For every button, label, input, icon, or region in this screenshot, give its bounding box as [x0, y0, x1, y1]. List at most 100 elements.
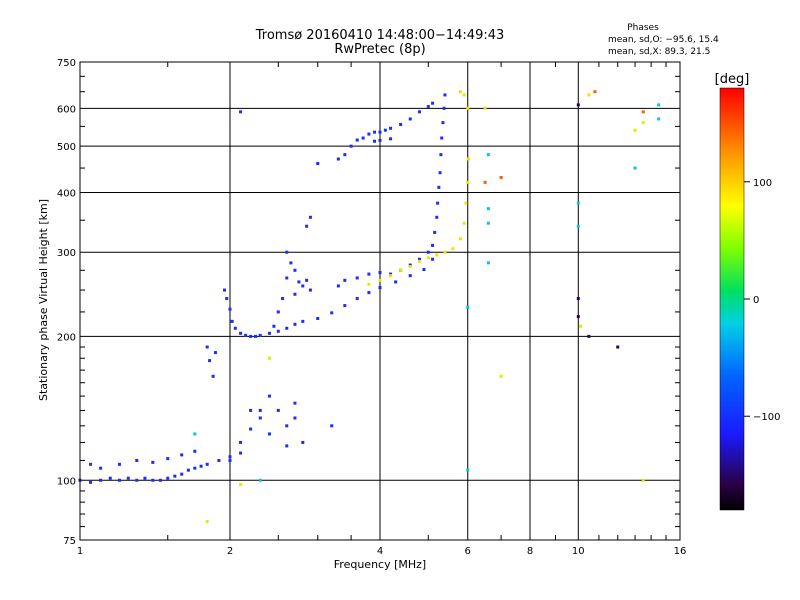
y-tick-label: 300: [57, 248, 76, 259]
data-point: [135, 458, 139, 462]
data-point: [408, 117, 412, 121]
data-point: [211, 374, 215, 378]
x-tick-label: 8: [527, 546, 533, 557]
data-point: [253, 334, 257, 338]
data-point: [389, 137, 393, 141]
data-point: [367, 132, 371, 136]
data-point: [285, 250, 289, 254]
data-point: [578, 324, 582, 328]
data-point: [276, 329, 280, 333]
data-point: [166, 457, 170, 461]
data-point: [394, 280, 398, 284]
data-point: [330, 424, 334, 428]
data-point: [426, 105, 430, 109]
data-point: [305, 278, 309, 282]
data-point: [483, 106, 487, 110]
data-point: [389, 126, 393, 130]
data-point: [193, 449, 197, 453]
data-point: [330, 311, 334, 315]
data-point: [462, 93, 466, 97]
data-point: [641, 478, 645, 482]
data-point: [239, 440, 243, 444]
x-tick-label: 10: [572, 546, 585, 557]
data-point: [249, 427, 253, 431]
data-point: [367, 291, 371, 295]
data-point: [228, 458, 232, 462]
data-point: [486, 207, 490, 211]
data-point: [267, 356, 271, 360]
data-point: [466, 106, 470, 110]
data-point: [308, 215, 312, 219]
data-point: [151, 460, 155, 464]
data-point: [438, 171, 442, 175]
data-point: [297, 280, 301, 284]
data-point: [576, 103, 580, 107]
data-point: [193, 466, 197, 470]
data-point: [205, 519, 209, 523]
data-point: [285, 424, 289, 428]
data-point: [458, 90, 462, 94]
data-point: [633, 128, 637, 132]
data-point: [173, 474, 177, 478]
data-point: [158, 478, 162, 482]
data-point: [205, 462, 209, 466]
data-point: [343, 153, 347, 157]
data-point: [367, 272, 371, 276]
colorbar-tick-label: 100: [753, 178, 772, 189]
data-point: [336, 284, 340, 288]
data-point: [258, 478, 262, 482]
data-point: [166, 476, 170, 480]
data-point: [466, 157, 470, 161]
colorbar-tick-label: −100: [753, 412, 780, 423]
data-point: [367, 282, 371, 286]
data-point: [373, 130, 377, 134]
data-point: [408, 265, 412, 269]
data-point: [464, 201, 468, 205]
data-point: [417, 110, 421, 114]
data-point: [466, 468, 470, 472]
data-point: [223, 288, 227, 292]
data-point: [267, 331, 271, 335]
data-point: [576, 224, 580, 228]
data-points: [78, 90, 661, 523]
data-point: [301, 284, 305, 288]
x-tick-label: 6: [465, 546, 471, 557]
grid-lines: [80, 62, 680, 540]
data-point: [373, 139, 377, 143]
data-point: [442, 106, 446, 110]
data-point: [293, 322, 297, 326]
data-point: [641, 121, 645, 125]
data-point: [293, 416, 297, 420]
data-point: [316, 161, 320, 165]
x-tick-label: 4: [377, 546, 383, 557]
data-point: [408, 274, 412, 278]
data-point: [180, 453, 184, 457]
data-point: [108, 476, 112, 480]
data-point: [378, 278, 382, 282]
data-point: [443, 93, 447, 97]
data-point: [431, 101, 435, 105]
data-point: [422, 268, 426, 272]
data-point: [272, 324, 276, 328]
data-point: [576, 201, 580, 205]
data-point: [499, 374, 503, 378]
data-point: [199, 464, 203, 468]
data-point: [576, 315, 580, 319]
data-point: [426, 256, 430, 260]
data-point: [143, 476, 147, 480]
data-point: [483, 180, 487, 184]
data-point: [285, 276, 289, 280]
colorbar-tick-label: 0: [753, 295, 759, 306]
y-tick-label: 400: [57, 188, 76, 199]
data-point: [293, 268, 297, 272]
data-point: [361, 136, 365, 140]
data-point: [435, 215, 439, 219]
data-point: [616, 345, 620, 349]
data-point: [267, 394, 271, 398]
data-point: [239, 451, 243, 455]
data-point: [99, 466, 103, 470]
data-point: [440, 136, 444, 140]
data-point: [641, 110, 645, 114]
data-point: [486, 261, 490, 265]
data-point: [276, 310, 280, 314]
